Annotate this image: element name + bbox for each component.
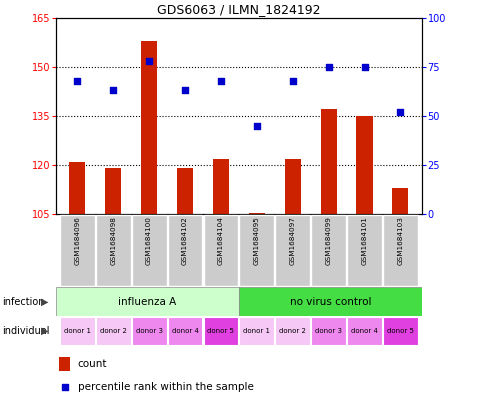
Bar (96, 317, 130, 345)
Bar (105, 168, 121, 214)
Bar (203, 317, 238, 345)
Text: GSM1684099: GSM1684099 (325, 217, 331, 265)
Point (61, 384, 69, 390)
Text: infection: infection (2, 297, 45, 307)
Bar (60, 357, 70, 371)
Text: GSM1684098: GSM1684098 (110, 217, 116, 265)
Text: GSM1684096: GSM1684096 (74, 217, 80, 265)
Text: individual: individual (2, 326, 50, 336)
Bar (177, 168, 193, 214)
Text: donor 4: donor 4 (350, 328, 377, 334)
Point (181, 87, 188, 94)
Bar (356, 116, 372, 214)
Bar (239, 317, 273, 345)
Bar (347, 215, 381, 286)
Text: donor 1: donor 1 (64, 328, 91, 334)
Bar (239, 215, 273, 286)
Text: count: count (77, 359, 107, 369)
Title: GDS6063 / ILMN_1824192: GDS6063 / ILMN_1824192 (157, 4, 320, 17)
Bar (248, 213, 264, 214)
Text: donor 4: donor 4 (171, 328, 198, 334)
Bar (132, 215, 166, 286)
Text: donor 1: donor 1 (243, 328, 270, 334)
Text: donor 2: donor 2 (100, 328, 126, 334)
Bar (212, 158, 228, 214)
Bar (167, 215, 202, 286)
Bar (275, 317, 309, 345)
Bar (320, 109, 336, 214)
Text: no virus control: no virus control (289, 297, 370, 307)
Point (109, 87, 117, 94)
Bar (69, 162, 85, 214)
Bar (132, 317, 166, 345)
Bar (382, 215, 417, 286)
Text: ▶: ▶ (41, 326, 48, 336)
Bar (167, 317, 202, 345)
Point (216, 77, 224, 84)
Text: donor 5: donor 5 (386, 328, 413, 334)
Text: GSM1684100: GSM1684100 (146, 217, 152, 265)
Point (360, 64, 368, 70)
Bar (96, 215, 130, 286)
Bar (311, 215, 345, 286)
Bar (382, 317, 417, 345)
Text: GSM1684102: GSM1684102 (182, 217, 188, 265)
Point (324, 64, 332, 70)
Point (73, 77, 81, 84)
Text: donor 3: donor 3 (136, 328, 162, 334)
Point (253, 123, 260, 129)
Bar (56, 287, 238, 316)
Text: donor 3: donor 3 (315, 328, 341, 334)
Point (288, 77, 296, 84)
Text: GSM1684095: GSM1684095 (253, 217, 259, 265)
Bar (60, 215, 94, 286)
Bar (392, 188, 408, 214)
Bar (311, 317, 345, 345)
Text: GSM1684103: GSM1684103 (396, 217, 403, 265)
Text: percentile rank within the sample: percentile rank within the sample (77, 382, 253, 391)
Bar (347, 317, 381, 345)
Text: influenza A: influenza A (118, 297, 176, 307)
Text: GSM1684097: GSM1684097 (289, 217, 295, 265)
Bar (275, 215, 309, 286)
Bar (238, 287, 421, 316)
Point (396, 109, 404, 115)
Bar (60, 317, 94, 345)
Bar (203, 215, 238, 286)
Text: donor 2: donor 2 (279, 328, 305, 334)
Point (145, 58, 152, 64)
Bar (141, 40, 157, 214)
Text: GSM1684104: GSM1684104 (217, 217, 224, 265)
Bar (284, 158, 300, 214)
Text: GSM1684101: GSM1684101 (361, 217, 367, 265)
Text: ▶: ▶ (41, 297, 48, 307)
Text: donor 5: donor 5 (207, 328, 234, 334)
